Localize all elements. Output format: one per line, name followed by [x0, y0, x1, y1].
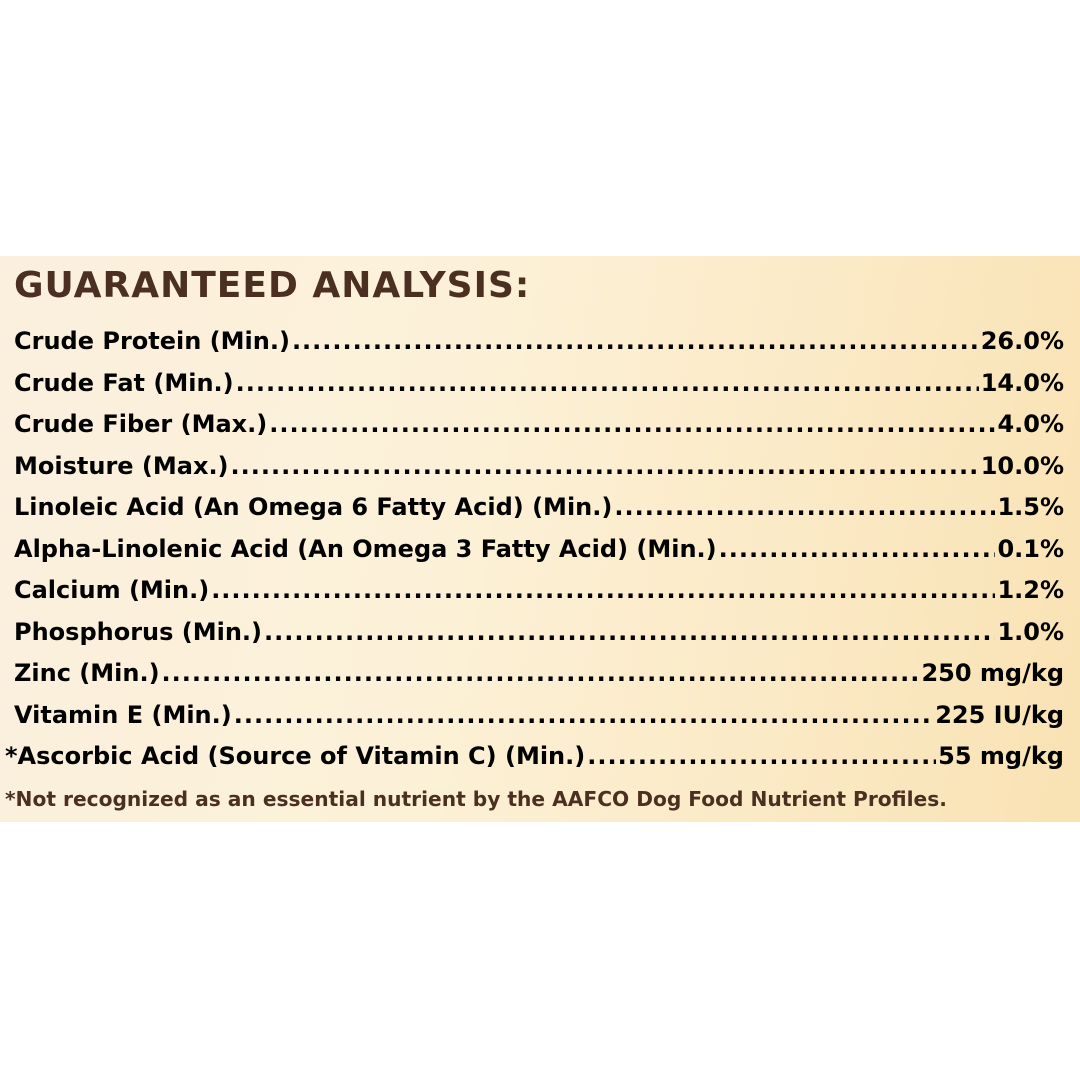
dot-leader — [292, 321, 979, 363]
analysis-list: Crude Protein (Min.) 26.0% Crude Fat (Min.… — [5, 321, 1064, 778]
nutrient-label: Calcium (Min.) — [14, 576, 210, 604]
nutrient-label: Crude Fiber (Max.) — [14, 410, 268, 438]
analysis-row: Zinc (Min.) 250 mg/kg — [14, 653, 1064, 695]
analysis-row: Crude Protein (Min.) 26.0% — [14, 321, 1064, 363]
nutrient-value: 0.1% — [997, 534, 1064, 563]
nutrient-value: 1.0% — [997, 617, 1064, 646]
analysis-row: Crude Fat (Min.) 14.0% — [14, 363, 1064, 405]
analysis-row: Crude Fiber (Max.) 4.0% — [14, 404, 1064, 446]
analysis-row: Linoleic Acid (An Omega 6 Fatty Acid) (M… — [14, 487, 1064, 529]
nutrient-label: Crude Fat (Min.) — [14, 368, 234, 397]
analysis-row: *Ascorbic Acid (Source of Vitamin C) (Mi… — [5, 736, 1064, 778]
nutrient-label: *Ascorbic Acid (Source of Vitamin C) (Mi… — [5, 742, 586, 770]
dot-leader — [587, 736, 936, 778]
nutrient-label: Alpha-Linolenic Acid (An Omega 3 Fatty A… — [14, 534, 717, 563]
nutrient-value: 4.0% — [997, 410, 1064, 438]
nutrient-value: 1.5% — [997, 493, 1064, 521]
nutrient-value: 14.0% — [980, 368, 1064, 397]
nutrient-label: Moisture (Max.) — [14, 451, 229, 480]
nutrient-value: 1.2% — [997, 576, 1064, 604]
dot-leader — [231, 446, 979, 488]
nutrient-label: Vitamin E (Min.) — [14, 700, 232, 729]
dot-leader — [162, 653, 920, 695]
section-title: GUARANTEED ANALYSIS: — [14, 265, 531, 306]
dot-leader — [211, 570, 995, 612]
analysis-row: Alpha-Linolenic Acid (An Omega 3 Fatty A… — [14, 529, 1064, 571]
dot-leader — [264, 612, 995, 654]
dot-leader — [719, 529, 996, 571]
nutrient-label: Zinc (Min.) — [14, 659, 160, 687]
nutrient-label: Crude Protein (Min.) — [14, 327, 290, 355]
dot-leader — [236, 363, 979, 405]
analysis-row: Phosphorus (Min.) 1.0% — [14, 612, 1064, 654]
nutrient-value: 250 mg/kg — [921, 659, 1064, 687]
analysis-row: Vitamin E (Min.) 225 IU/kg — [14, 695, 1064, 737]
dot-leader — [614, 487, 995, 529]
analysis-row: Calcium (Min.) 1.2% — [14, 570, 1064, 612]
nutrient-value: 26.0% — [980, 327, 1064, 355]
dot-leader — [269, 404, 995, 446]
nutrient-label: Phosphorus (Min.) — [14, 617, 263, 646]
nutrient-value: 10.0% — [980, 451, 1064, 480]
nutrient-label: Linoleic Acid (An Omega 6 Fatty Acid) (M… — [14, 493, 613, 521]
footnote: *Not recognized as an essential nutrient… — [5, 787, 947, 811]
analysis-row: Moisture (Max.) 10.0% — [14, 446, 1064, 488]
nutrient-value: 55 mg/kg — [938, 742, 1064, 770]
nutrient-value: 225 IU/kg — [935, 700, 1064, 729]
dot-leader — [234, 695, 933, 737]
